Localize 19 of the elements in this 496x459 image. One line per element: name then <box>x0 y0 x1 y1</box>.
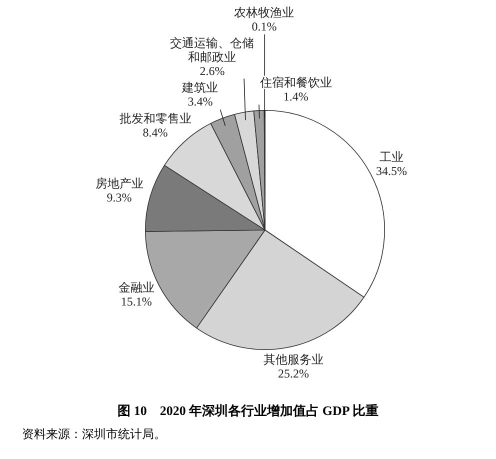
slice-label: 农林牧渔业 <box>234 6 294 20</box>
slice-label: 房地产业 <box>95 176 144 191</box>
data-label: 25.2% <box>278 366 310 380</box>
data-label: 8.4% <box>142 126 168 140</box>
slice-label: 工业 <box>379 150 404 164</box>
data-label: 2.6% <box>200 64 225 78</box>
data-label: 3.4% <box>188 94 213 109</box>
data-label: 9.3% <box>106 190 132 205</box>
data-label: 15.1% <box>120 294 152 308</box>
slice-label: 交通运输、仓储和邮政业 <box>170 36 254 64</box>
slice-label: 批发和零售业 <box>119 112 192 126</box>
text: 图 10 2020 年深圳各行业增加值占 GDP 比重 <box>116 402 380 420</box>
data-label: 34.5% <box>376 164 407 178</box>
data-label: 1.4% <box>283 90 308 104</box>
slice-label: 建筑业 <box>181 80 218 95</box>
slice-label: 金融业 <box>118 280 154 294</box>
text: 资料来源：深圳市统计局。 <box>22 426 167 443</box>
slice-label: 其他服务业 <box>264 352 324 366</box>
data-label: 0.1% <box>252 20 277 34</box>
